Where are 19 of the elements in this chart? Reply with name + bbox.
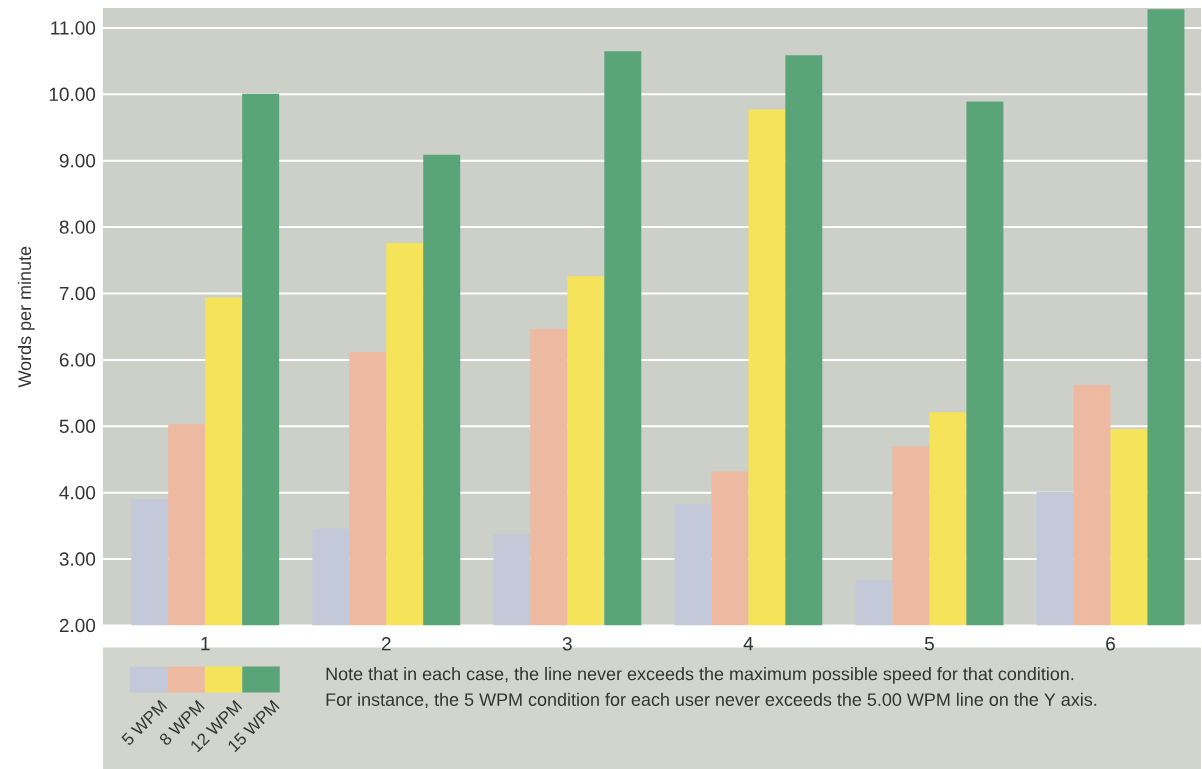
y-tick-label: 2.00 bbox=[59, 618, 96, 633]
text: Note that in each case, the line never exceeds the maximum possible speed for that condition. bbox=[326, 666, 1074, 684]
y-tick-label: 8.00 bbox=[59, 220, 96, 234]
y-axis-title: Words per minute bbox=[17, 246, 35, 388]
y-tick-label: 11.00 bbox=[51, 21, 96, 35]
x-tick-label: 2 bbox=[381, 636, 391, 651]
text: For instance, the 5 WPM condition for each user never exceeds the 5.00 WPM line on the Y axis. bbox=[326, 692, 1097, 708]
y-tick-label: 3.00 bbox=[59, 552, 96, 566]
y-tick-label: 9.00 bbox=[59, 153, 96, 168]
x-tick-label: 4 bbox=[743, 636, 754, 650]
y-tick-label: 5.00 bbox=[59, 419, 96, 433]
x-tick-label: 3 bbox=[562, 636, 572, 651]
y-tick-label: 10.00 bbox=[49, 87, 96, 101]
y-tick-label: 4.00 bbox=[59, 485, 96, 500]
x-tick-label: 5 bbox=[924, 636, 934, 651]
y-tick-label: 7.00 bbox=[59, 286, 96, 301]
y-tick-label: 6.00 bbox=[59, 353, 96, 367]
x-tick-label: 6 bbox=[1106, 636, 1115, 651]
x-tick-label: 1 bbox=[201, 636, 210, 650]
